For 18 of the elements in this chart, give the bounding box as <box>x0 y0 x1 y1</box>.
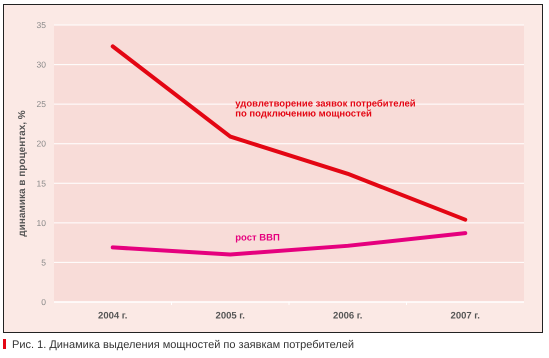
y-tick-label: 15 <box>36 178 46 188</box>
x-tick-label: 2006 г. <box>333 310 362 322</box>
series-label: рост ВВП <box>235 232 280 244</box>
y-axis-title: динамика в процентах, % <box>17 110 28 237</box>
x-tick-label: 2004 г. <box>98 310 128 322</box>
y-tick-label: 10 <box>36 218 46 228</box>
y-tick-label: 0 <box>41 296 46 307</box>
y-tick-label: 5 <box>41 257 46 268</box>
text: Рис. 1. Динамика выделения мощностей по заявкам потребителей <box>12 339 354 351</box>
line-series <box>110 44 468 222</box>
x-tick-label: 2005 г. <box>216 310 245 322</box>
y-tick-label: 20 <box>36 138 46 149</box>
y-tick-label: 30 <box>36 60 46 70</box>
x-tick-label: 2007 г. <box>450 310 480 322</box>
y-tick-label: 35 <box>36 20 46 30</box>
series-label: удовлетворение заявок потребителей по подключению мощностей <box>235 98 416 120</box>
y-tick-label: 25 <box>36 99 46 110</box>
line-series <box>110 231 468 257</box>
